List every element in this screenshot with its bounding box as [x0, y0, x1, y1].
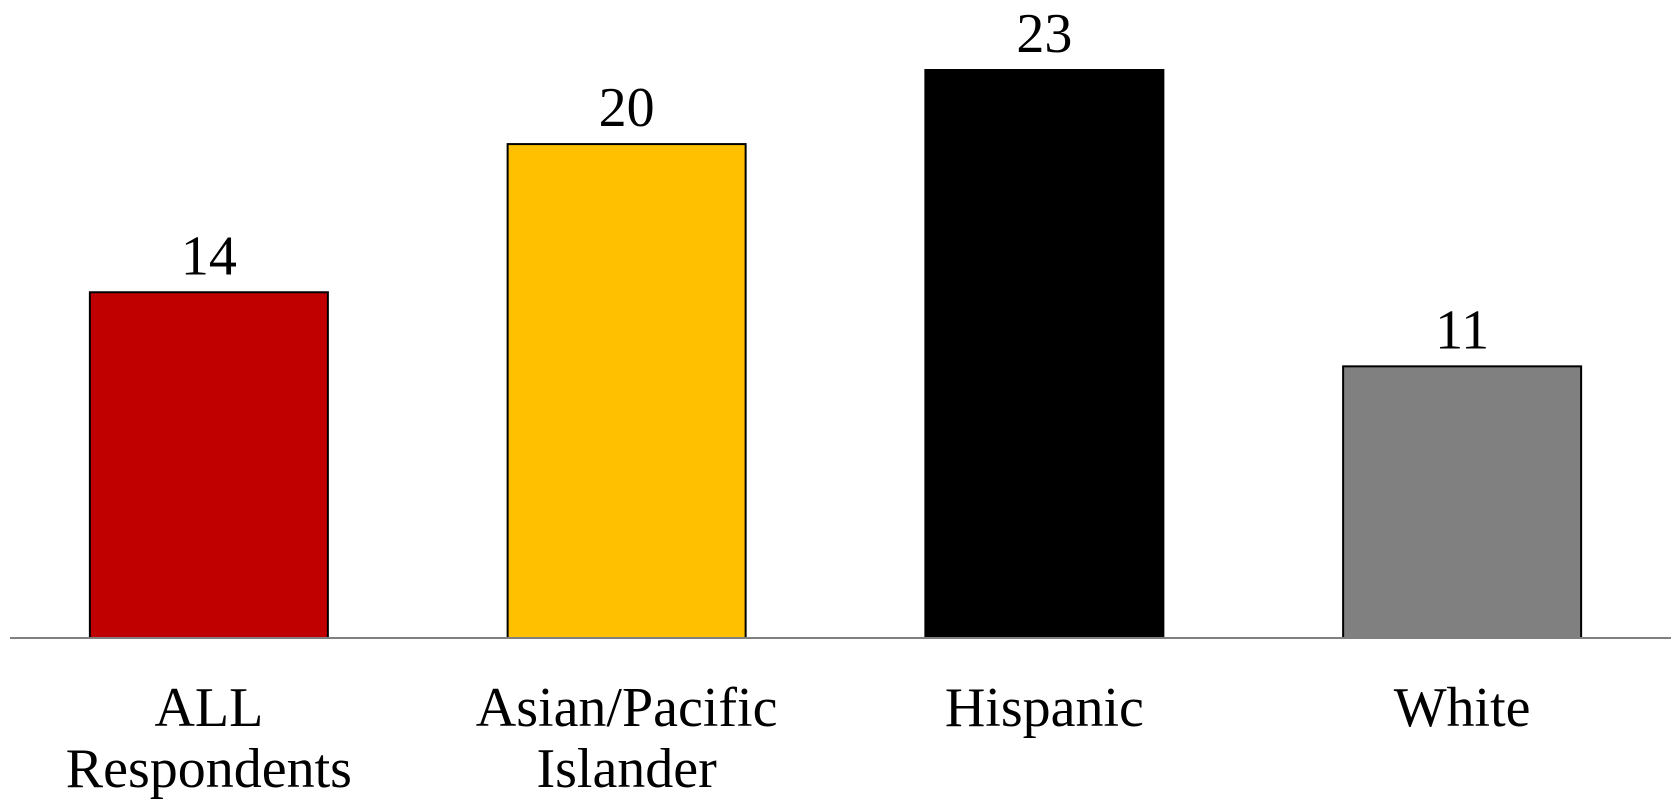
- x-tick-label-0: ALL Respondents: [66, 677, 352, 800]
- x-tick-label-1: Asian/Pacific Islander: [476, 677, 778, 800]
- x-tick-label-line: Respondents: [66, 738, 352, 800]
- x-tick-label-2: Hispanic: [945, 677, 1144, 739]
- x-tick-label-line: Islander: [536, 738, 717, 800]
- x-tick-label-line: ALL: [154, 677, 263, 739]
- data-label-2: 23: [1016, 3, 1072, 65]
- bar-2: [924, 69, 1165, 639]
- bars-group: [88, 69, 1583, 640]
- x-tick-labels-group: ALL Respondents Asian/Pacific Islander Hispa…: [66, 677, 1531, 800]
- x-tick-label-line: Hispanic: [945, 677, 1144, 739]
- data-label-3: 11: [1435, 299, 1489, 361]
- data-labels-group: 14 20 23 11: [181, 3, 1489, 361]
- x-tick-label-line: White: [1394, 677, 1531, 739]
- bar-1: [506, 143, 747, 640]
- data-label-1: 20: [599, 77, 655, 139]
- data-label-0: 14: [181, 225, 237, 287]
- bar-0: [88, 291, 329, 639]
- x-tick-label-line: Asian/Pacific: [476, 677, 778, 739]
- bar-3: [1342, 365, 1583, 639]
- x-tick-label-3: White: [1394, 677, 1531, 739]
